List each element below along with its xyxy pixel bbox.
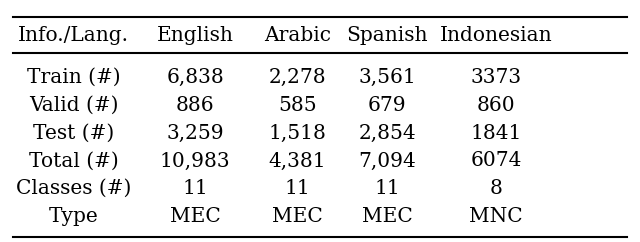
Text: Indonesian: Indonesian [440,26,552,45]
Text: Valid (#): Valid (#) [29,96,118,115]
Text: Classes (#): Classes (#) [16,179,131,198]
Text: 860: 860 [477,96,515,115]
Text: 585: 585 [278,96,317,115]
Text: 7,094: 7,094 [358,151,416,170]
Text: 3373: 3373 [470,68,522,87]
Text: 10,983: 10,983 [160,151,230,170]
Text: 679: 679 [368,96,406,115]
Text: MEC: MEC [362,207,413,226]
Text: Spanish: Spanish [346,26,428,45]
Text: 8: 8 [490,179,502,198]
Text: MEC: MEC [170,207,221,226]
Text: 6074: 6074 [470,151,522,170]
Text: 11: 11 [374,179,400,198]
Text: Info./Lang.: Info./Lang. [18,26,129,45]
Text: 1841: 1841 [470,124,522,143]
Text: 11: 11 [182,179,208,198]
Text: 2,278: 2,278 [269,68,326,87]
Text: 6,838: 6,838 [166,68,224,87]
Text: 3,561: 3,561 [358,68,416,87]
Text: MEC: MEC [272,207,323,226]
Text: 3,259: 3,259 [166,124,224,143]
Text: MNC: MNC [469,207,523,226]
Text: Test (#): Test (#) [33,124,114,143]
Text: 4,381: 4,381 [269,151,326,170]
Text: 2,854: 2,854 [358,124,416,143]
Text: Total (#): Total (#) [29,151,118,170]
Text: English: English [157,26,234,45]
Text: Type: Type [49,207,99,226]
Text: 886: 886 [176,96,214,115]
Text: 1,518: 1,518 [269,124,326,143]
Text: 11: 11 [285,179,310,198]
Text: Train (#): Train (#) [27,68,120,87]
Text: Arabic: Arabic [264,26,331,45]
